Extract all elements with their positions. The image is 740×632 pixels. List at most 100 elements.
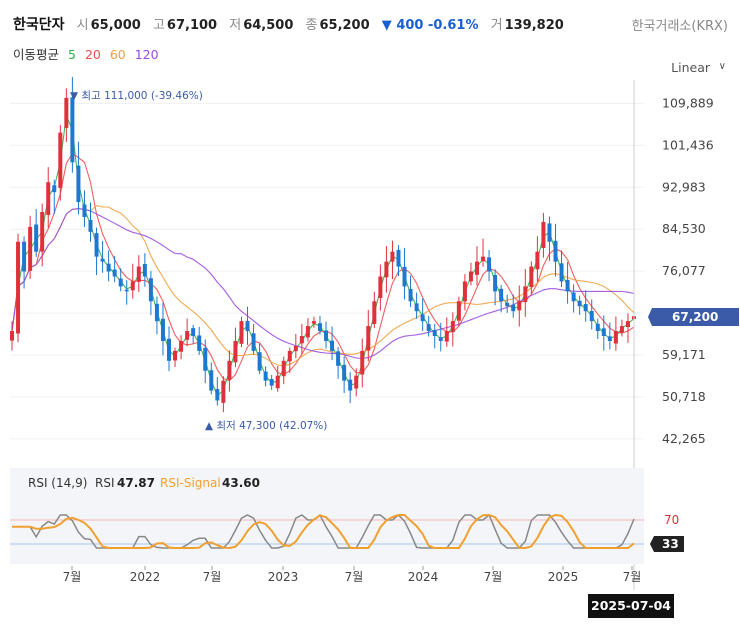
candle-body (154, 303, 159, 322)
candle-body (468, 271, 473, 282)
x-tick-label: 2023 (268, 570, 299, 584)
ma-20[interactable]: 20 (84, 47, 101, 62)
candle-body (112, 269, 117, 277)
candle-body (191, 328, 196, 336)
y-tick-label: 84,530 (662, 221, 706, 236)
x-tick-label: 7월 (484, 570, 503, 584)
candle-body (474, 261, 479, 275)
x-tick-label: 2022 (130, 570, 161, 584)
rsi-tick-33: 33 (662, 537, 679, 551)
candle-body (100, 258, 105, 262)
x-tick-label: 7월 (345, 570, 364, 584)
ma-60[interactable]: 60 (109, 47, 126, 62)
candle-body (106, 263, 111, 272)
ma-legend-label: 이동평균 (13, 47, 60, 62)
candle-body (239, 321, 244, 344)
candle-body (565, 279, 570, 292)
candle-body (70, 97, 75, 163)
candle-body (275, 375, 280, 389)
ma-120[interactable]: 120 (134, 47, 159, 62)
ma-5[interactable]: 5 (68, 47, 76, 62)
rsi-value: 47.87 (117, 476, 155, 490)
rsi-badge: 33 (650, 536, 684, 552)
x-tick-label: 7월 (623, 570, 642, 584)
candle-body (408, 288, 413, 302)
rsi-tick-70: 70 (664, 513, 679, 527)
candle-body (46, 182, 51, 215)
candle-body (456, 301, 461, 321)
candle-body (281, 360, 286, 377)
candle-body (499, 288, 504, 302)
candle-body (613, 331, 618, 344)
close-label: 종 (305, 18, 318, 33)
candle-body (245, 320, 250, 332)
candle-body (82, 204, 87, 217)
last-price: 67,200 (672, 310, 718, 324)
candle-body (487, 257, 492, 272)
volume-value: 139,820 (504, 18, 564, 33)
candle-body (287, 350, 292, 362)
candle-body (390, 251, 395, 262)
high-label: 고 (152, 18, 165, 33)
low-annotation: ▲ 최저 47,300 (42.07%) (205, 420, 327, 432)
rsi-signal-line (12, 513, 635, 550)
candle-body (203, 347, 208, 371)
candle-body (342, 364, 347, 381)
candle-body (263, 371, 268, 381)
candle-body (336, 351, 341, 366)
candle-body (197, 335, 202, 351)
high-value: 67,100 (166, 18, 218, 33)
candle-body (426, 324, 431, 332)
candle-body (330, 340, 335, 351)
candle-body (511, 304, 516, 312)
open-label: 시 (76, 18, 89, 33)
candle-body (179, 340, 184, 352)
candle-body (185, 331, 190, 340)
candle-body (601, 328, 606, 336)
open-value: 65,000 (90, 18, 141, 33)
y-tick-label: 59,171 (662, 347, 706, 362)
candle-body (311, 321, 316, 324)
y-tick-label: 50,718 (662, 389, 706, 404)
candle-body (16, 241, 21, 334)
stock-name: 한국단자 (13, 17, 65, 33)
y-tick-label: 76,077 (662, 263, 706, 278)
candle-body (517, 301, 522, 311)
candle-body (553, 240, 558, 262)
candle-body (215, 389, 220, 401)
candle-body (450, 321, 455, 333)
last-date-badge: 2025-07-04 (588, 594, 674, 618)
candle-body (571, 292, 576, 302)
low-label: 저 (229, 18, 242, 33)
low-value: 64,500 (243, 18, 294, 33)
rsi-title: RSI (14,9) (28, 476, 87, 490)
candle-body (378, 276, 383, 298)
candle-body (94, 233, 99, 257)
candle-body (40, 212, 45, 252)
candle-body (269, 379, 274, 386)
candle-body (505, 302, 510, 307)
candle-body (625, 321, 630, 328)
close-value: 65,200 (319, 18, 370, 33)
ma-legend[interactable]: 이동평균 5 20 60 120 (13, 44, 164, 63)
high-annotation: ▼ 최고 111,000 (-39.46%) (70, 90, 203, 102)
candle-body (209, 370, 214, 391)
candle-body (360, 350, 365, 375)
ma-line-5 (11, 113, 635, 397)
candle-body (167, 338, 172, 361)
candle-body (607, 336, 612, 341)
candle-body (118, 278, 123, 287)
scale-dropdown[interactable]: Linear (671, 60, 710, 75)
y-tick-label: 92,983 (662, 179, 706, 194)
candle-body (58, 132, 63, 188)
ma-line-60 (11, 205, 635, 367)
candle-body (589, 311, 594, 322)
exchange-label: 한국거래소(KRX) (631, 19, 728, 34)
x-tick-label: 7월 (203, 570, 222, 584)
candle-body (438, 337, 443, 341)
chevron-down-icon[interactable]: ∨ (718, 61, 726, 72)
candle-body (414, 303, 419, 312)
candle-body (396, 249, 401, 267)
candle-body (583, 304, 588, 312)
